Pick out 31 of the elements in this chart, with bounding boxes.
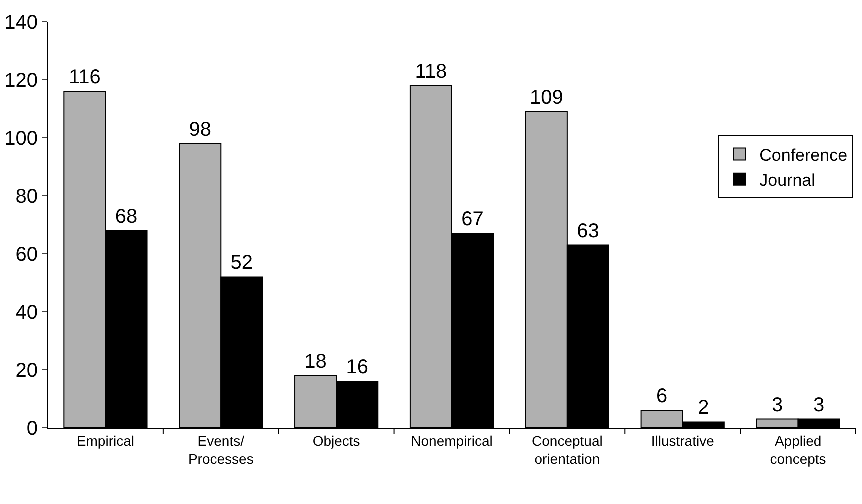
data-label: 68 <box>115 206 138 228</box>
y-tick-label: 120 <box>4 70 38 92</box>
y-tick-label: 0 <box>26 418 38 440</box>
data-label: 109 <box>530 86 564 109</box>
x-tick-label: Applied concepts <box>770 432 826 467</box>
x-tick-label: Illustrative <box>651 432 715 449</box>
data-label: 52 <box>230 252 254 274</box>
x-tick-label: Nonempirical <box>411 432 493 449</box>
data-label: 2 <box>698 397 710 420</box>
legend-label: Journal <box>760 170 816 190</box>
data-label: 63 <box>577 220 600 242</box>
y-tick-label: 60 <box>16 244 38 266</box>
x-tick-label: Conceptual orientation <box>532 432 603 467</box>
data-label: 67 <box>462 208 484 231</box>
data-label: 98 <box>189 118 212 141</box>
data-label: 3 <box>814 394 825 416</box>
data-label: 6 <box>656 386 668 408</box>
data-label: 116 <box>68 66 101 89</box>
y-tick-label: 140 <box>4 12 38 34</box>
x-tick-label: Objects <box>312 432 360 449</box>
y-tick-label: 20 <box>16 360 38 382</box>
y-tick-label: 100 <box>4 128 38 150</box>
data-label: 18 <box>304 350 327 373</box>
y-tick-label: 80 <box>16 186 38 208</box>
x-tick-label: Empirical <box>76 432 134 449</box>
data-label: 3 <box>772 394 784 416</box>
legend-label: Conference <box>760 146 848 165</box>
data-label: 118 <box>415 60 448 83</box>
y-tick-label: 40 <box>16 302 38 324</box>
x-tick-label: Events/ Processes <box>188 432 254 467</box>
data-label: 16 <box>346 356 368 379</box>
